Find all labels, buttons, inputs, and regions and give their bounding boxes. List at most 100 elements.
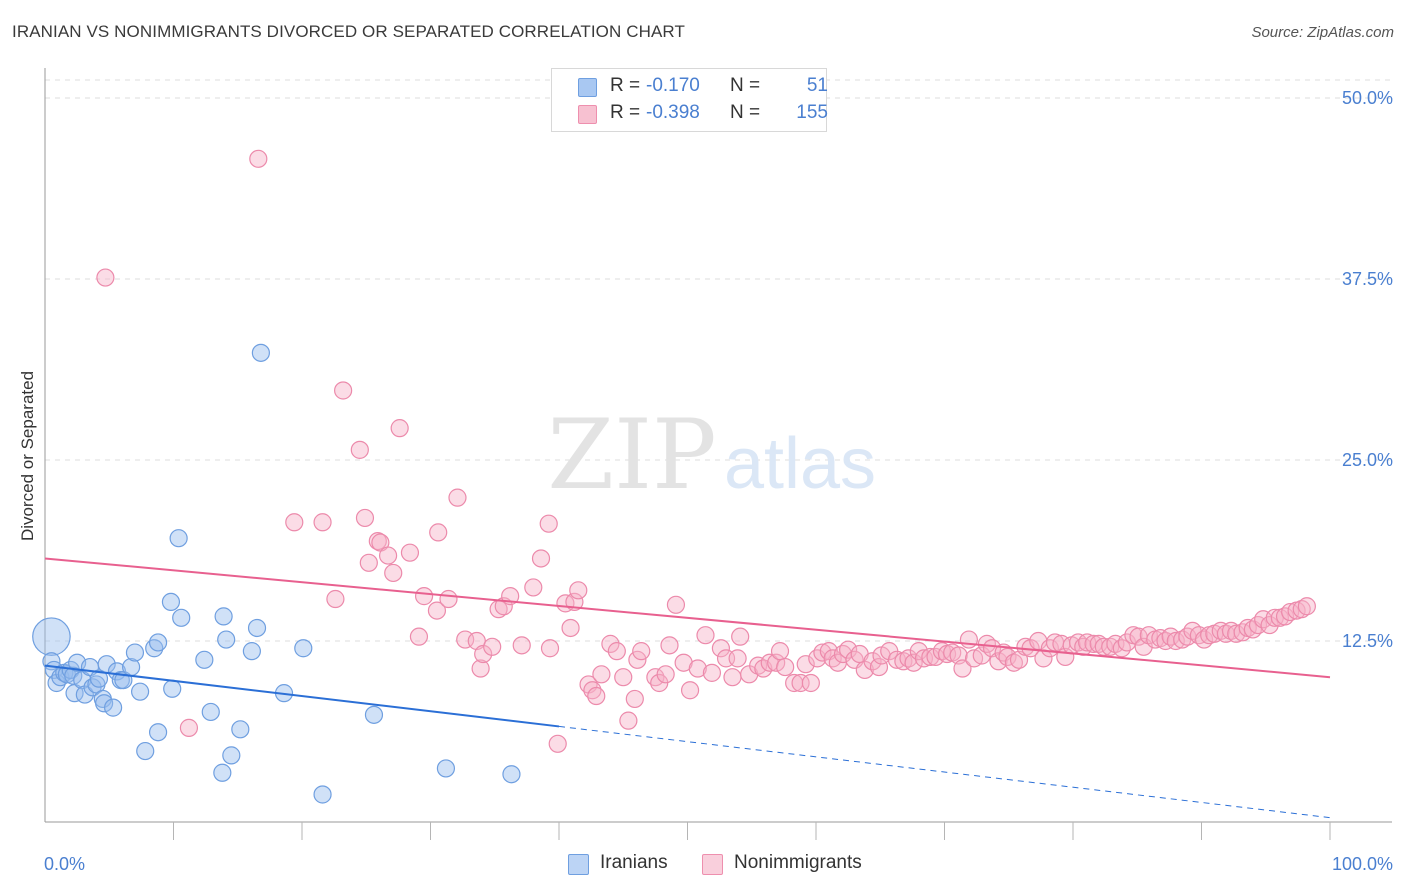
axis-labels: 12.5% 25.0% 37.5% 50.0% 0.0% 100.0% Divorced o… [18,88,1393,874]
nonimmigrant-point [796,655,815,674]
iranian-point [242,642,261,661]
nonimmigrant-point [1112,639,1131,658]
nonimmigrant-point [1134,637,1153,656]
nonimmigrant-point [696,626,715,645]
y-axis-label: Divorced or Separated [18,371,37,541]
nonimmigrant-point [512,636,531,655]
nonimmigrants-points [96,149,1316,753]
nonimmigrant-point [548,734,567,753]
correlation-legend: R = -0.170 N = 51 R = -0.398 N = 155 [551,68,828,132]
nonimmigrant-point [628,650,647,669]
watermark: ZIP atlas [547,399,876,511]
legend-r-label: R = [610,102,641,123]
legend-label-iranians: Iranians [600,852,668,873]
nonimmigrant-point [607,642,626,661]
legend-swatch-nonimmigrants [578,105,597,124]
nonimmigrant-point [1227,624,1246,643]
legend-swatch-iranians [568,854,589,875]
nonimmigrant-point [1101,637,1120,656]
iranian-point [161,592,181,612]
nonimmigrant-point [483,637,502,656]
nonimmigrant-point [1292,600,1311,619]
nonimmigrant-point [767,653,786,672]
y-tick-label: 50.0% [1342,88,1393,108]
nonimmigrant-point [249,149,268,168]
nonimmigrant-point [355,508,375,528]
y-tick-label: 37.5% [1342,269,1393,289]
nonimmigrant-point [471,659,490,678]
nonimmigrant-point [791,673,810,693]
nonimmigrant-point [625,689,644,709]
nonimmigrant-point [989,652,1008,671]
nonimmigrant-point [728,649,747,668]
iranian-point [231,720,250,739]
iranian-point [195,650,214,669]
nonimmigrant-point [456,630,475,649]
nonimmigrant-point [384,563,403,583]
nonimmigrant-point [587,686,606,706]
watermark-zip: ZIP [547,399,716,511]
nonimmigrant-point [326,589,345,609]
nonimmigrant-point [313,513,332,532]
iranian-point [172,608,191,627]
iranians-trend-line [44,664,560,728]
nonimmigrant-point [666,595,686,614]
iranian-point [213,763,232,782]
legend-n-value: 51 [806,75,828,96]
nonimmigrant-point [569,581,588,600]
nonimmigrant-point [524,578,543,597]
nonimmigrant-point [614,668,633,687]
nonimmigrant-point [1004,653,1023,672]
nonimmigrant-point [914,649,934,668]
nonimmigrant-point [1166,631,1185,651]
nonimmigrant-point [400,543,420,562]
nonimmigrant-point [359,553,378,572]
legend-n-label: N = [730,102,761,123]
nonimmigrant-point [96,268,115,287]
trend-lines [44,557,1331,819]
nonimmigrant-point [904,653,923,672]
nonimmigrant-point [414,587,434,606]
nonimmigrant-point [540,639,560,658]
nonimmigrant-point [619,711,638,730]
nonimmigrant-point [378,546,398,565]
nonimmigrants-trend-line [44,557,1331,679]
watermark-atlas: atlas [724,424,876,504]
iranian-point [163,679,182,698]
nonimmigrant-point [531,549,551,568]
nonimmigrant-point [723,668,742,687]
iranian-point [247,618,267,638]
axes [44,68,1392,840]
nonimmigrant-point [839,640,858,659]
nonimmigrant-point [429,523,448,542]
legend-swatch-nonimmigrants [702,854,723,875]
nonimmigrant-point [1281,602,1300,622]
iranian-point [214,607,233,626]
x-tick-label: 0.0% [44,854,85,874]
legend-r-value: -0.170 [646,75,700,96]
iranian-point [136,741,155,761]
y-tick-label: 12.5% [1342,631,1393,651]
nonimmigrant-point [539,514,558,533]
nonimmigrant-point [688,659,707,678]
nonimmigrant-point [390,419,409,438]
iranian-point [125,643,145,662]
nonimmigrant-point [776,657,795,677]
nonimmigrant-point [959,630,979,649]
source-label: Source: ZipAtlas.com [1251,24,1394,41]
iranian-point [364,705,384,724]
nonimmigrant-point [350,440,369,459]
nonimmigrant-point [808,649,827,668]
iranian-point [130,682,150,701]
iranian-point [201,702,220,722]
iranian-point [75,685,94,704]
nonimmigrant-point [801,673,820,693]
iranian-point [89,669,109,688]
nonimmigrant-point [1078,633,1097,652]
iranian-point [251,343,270,362]
legend-swatch-iranians [578,78,597,97]
nonimmigrant-point [869,657,889,677]
nonimmigrant-point [632,642,651,661]
iranian-point [32,617,71,656]
nonimmigrant-point [731,627,750,646]
